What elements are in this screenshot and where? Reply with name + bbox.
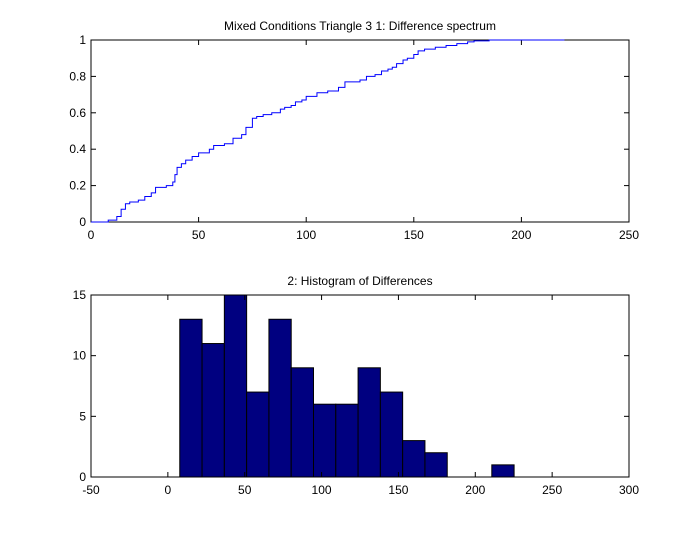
- difference-spectrum-marks: [91, 39, 565, 223]
- difference-spectrum-line: [91, 39, 565, 223]
- top-y-tick-label: 0: [79, 215, 86, 229]
- histogram-marks: [179, 294, 515, 478]
- bottom-y-tick-label: 0: [79, 470, 86, 484]
- histogram-bar: [246, 391, 270, 478]
- top-x-tick-label: 200: [511, 228, 531, 242]
- bottom-x-tick-label: 150: [388, 483, 408, 497]
- top-y-tick-label: 0.8: [69, 69, 86, 83]
- difference-spectrum-ticks: 0 50 100 150 200 250 0 0.2 0.4 0.6 0.8 1: [69, 33, 639, 242]
- bottom-x-tick-label: 50: [238, 483, 252, 497]
- top-x-tick-label: 150: [404, 228, 424, 242]
- top-x-tick-label: 50: [192, 228, 206, 242]
- histogram-bar: [290, 367, 315, 478]
- bottom-x-tick-label: 100: [312, 483, 332, 497]
- histogram-title: 2: Histogram of Differences: [287, 274, 432, 288]
- bottom-x-tick-label: 300: [619, 483, 639, 497]
- histogram-bar: [335, 403, 359, 478]
- bottom-y-tick-label: 10: [73, 349, 87, 363]
- bottom-x-tick-label: 200: [465, 483, 485, 497]
- bottom-x-tick-label: -50: [82, 483, 100, 497]
- difference-spectrum-title: Mixed Conditions Triangle 3 1: Differenc…: [224, 19, 496, 33]
- bottom-y-tick-label: 15: [73, 288, 87, 302]
- top-y-tick-label: 0.2: [69, 179, 86, 193]
- histogram-bar: [357, 367, 381, 478]
- histogram-bar: [379, 391, 404, 478]
- top-y-tick-label: 0.6: [69, 106, 86, 120]
- bottom-x-tick-label: 250: [542, 483, 562, 497]
- histogram-plot: 2: Histogram of Differences -50 0 50 100 150…: [73, 274, 640, 497]
- histogram-bar: [223, 294, 248, 478]
- histogram-bar: [424, 452, 448, 478]
- histogram-bar: [491, 464, 515, 478]
- top-y-tick-label: 1: [79, 33, 86, 47]
- bottom-x-tick-label: 0: [165, 483, 172, 497]
- histogram-bar: [268, 318, 292, 478]
- difference-spectrum-plot: Mixed Conditions Triangle 3 1: Differenc…: [69, 19, 639, 242]
- histogram-bar: [402, 440, 426, 478]
- histogram-bar: [313, 403, 337, 478]
- top-y-tick-label: 0.4: [69, 142, 86, 156]
- histogram-bar: [201, 343, 225, 478]
- top-x-tick-label: 250: [619, 228, 639, 242]
- top-x-tick-label: 0: [88, 228, 95, 242]
- top-x-tick-label: 100: [296, 228, 316, 242]
- bottom-y-tick-label: 5: [79, 409, 86, 423]
- histogram-bar: [179, 318, 203, 478]
- difference-spectrum-axes-box: [90, 39, 630, 223]
